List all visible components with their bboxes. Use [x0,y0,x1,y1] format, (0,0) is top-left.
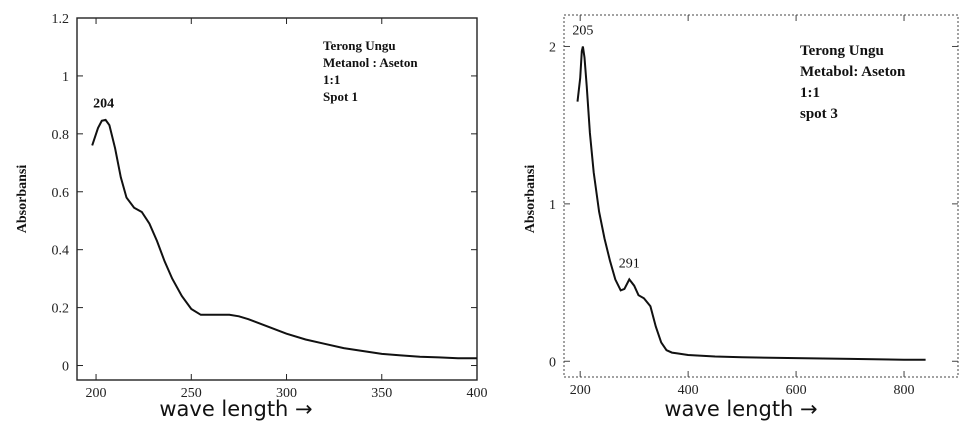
x-axis-label-2: wave length → [664,397,817,421]
plot-frame-2 [563,14,959,378]
y-tick-label: 1 [549,198,556,213]
peak-label-204: 204 [93,96,114,111]
y-tick-label: 0.6 [52,186,70,201]
peak-label-291: 291 [619,256,640,271]
x-tick-label: 400 [467,386,488,401]
y-tick-label: 1.2 [52,12,70,27]
y-tick-label: 0.2 [52,302,70,317]
plot-frame-1 [76,17,478,381]
y-axis-label-1: Absorbansi [15,165,30,234]
y-tick-label: 2 [549,40,556,55]
annotation-line: Spot 1 [323,89,358,104]
annotation-line: Terong Ungu [323,38,396,53]
y-tick-label: 0 [549,355,556,370]
absorbance-curve-1 [91,118,477,360]
peak-label-205: 205 [572,23,593,38]
absorbance-curve-2 [576,46,926,361]
sample-annotation-1: Terong Ungu Metanol : Aseton 1:1 Spot 1 [323,38,418,104]
annotation-line: 1:1 [800,85,820,101]
axis-ticks-2: 200 400 600 800 0 1 2 [549,15,958,398]
annotation-line: Metabol: Aseton [800,64,906,80]
x-tick-label: 300 [276,386,297,401]
chart-spot-1: 200 250 300 350 400 0 0.2 0.4 0.6 0.8 1 1.2 Absorba… [15,12,488,421]
axis-ticks-1: 200 250 300 350 400 0 0.2 0.4 0.6 0.8 1 1.2 [52,12,488,401]
y-axis-label-2: Absorbansi [523,165,538,234]
x-tick-label: 350 [371,386,392,401]
y-tick-label: 1 [62,70,69,85]
annotation-line: spot 3 [800,106,838,122]
x-tick-label: 400 [678,383,699,398]
annotation-line: 1:1 [323,72,340,87]
y-tick-label: 0.4 [52,244,70,259]
x-tick-label: 250 [181,386,202,401]
annotation-line: Metanol : Aseton [323,55,418,70]
annotation-line: Terong Ungu [800,43,884,59]
y-tick-label: 0.8 [52,128,70,143]
chart-spot-3: 200 400 600 800 0 1 2 Absorbansi wave length →… [523,14,959,421]
x-tick-label: 200 [86,386,107,401]
y-tick-label: 0 [62,360,69,375]
sample-annotation-2: Terong Ungu Metabol: Aseton 1:1 spot 3 [800,43,906,122]
x-tick-label: 600 [786,383,807,398]
x-axis-label-1: wave length → [159,397,312,421]
x-tick-label: 800 [894,383,915,398]
x-tick-label: 200 [570,383,591,398]
